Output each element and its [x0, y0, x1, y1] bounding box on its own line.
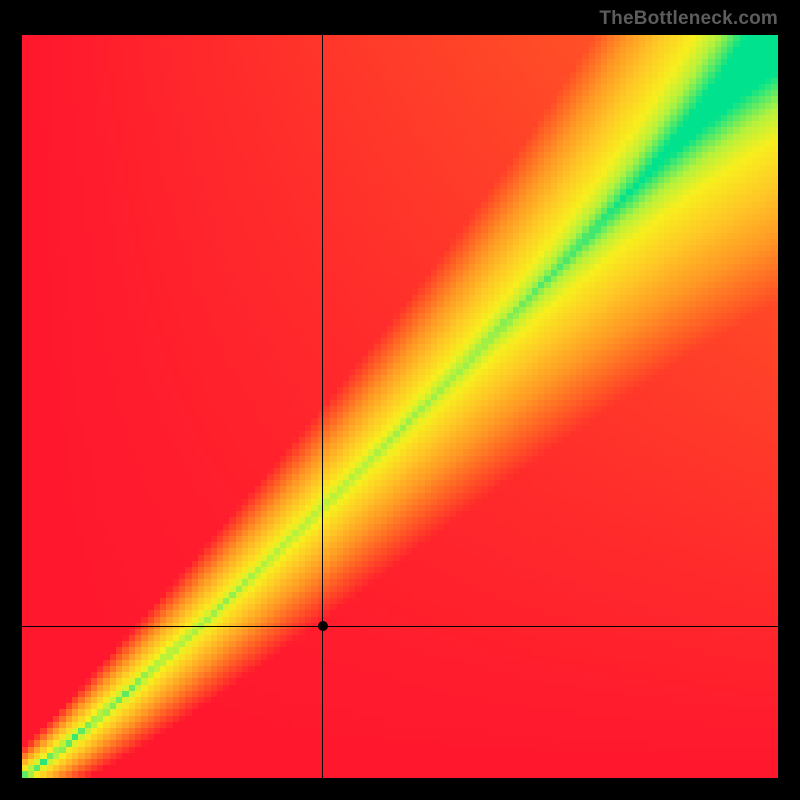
crosshair-vertical: [322, 35, 323, 778]
marker-dot: [318, 621, 328, 631]
watermark-text: TheBottleneck.com: [599, 8, 778, 30]
crosshair-horizontal: [22, 626, 778, 627]
heatmap-canvas: [22, 35, 778, 778]
figure-root: TheBottleneck.com: [0, 0, 800, 800]
plot-area: [22, 35, 778, 778]
